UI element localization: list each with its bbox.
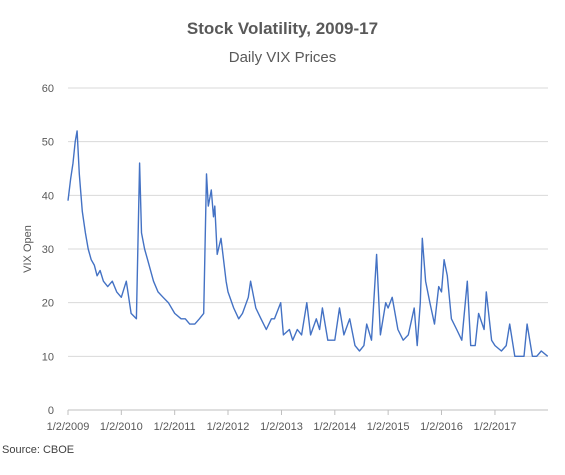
chart-title: Stock Volatility, 2009-17 xyxy=(186,19,379,38)
x-tick-label: 1/2/2010 xyxy=(100,421,143,433)
x-tick-label: 1/2/2009 xyxy=(47,421,90,433)
vix-series-line xyxy=(67,130,549,357)
x-tick-label: 1/2/2015 xyxy=(367,421,410,433)
y-tick-label: 30 xyxy=(42,244,54,256)
source-note: Source: CBOE xyxy=(2,444,75,456)
y-tick-label: 50 xyxy=(42,137,54,149)
x-tick-label: 1/2/2013 xyxy=(260,421,303,433)
y-tick-label: 0 xyxy=(48,405,54,417)
x-tick-label: 1/2/2011 xyxy=(154,421,196,433)
x-tick-label: 1/2/2017 xyxy=(474,421,517,433)
x-tick-label: 1/2/2012 xyxy=(207,421,250,433)
y-tick-label: 10 xyxy=(42,351,54,363)
y-tick-label: 20 xyxy=(42,298,54,310)
y-tick-label: 60 xyxy=(42,83,54,95)
y-axis-title: VIX Open xyxy=(22,225,34,273)
x-tick-label: 1/2/2016 xyxy=(420,421,463,433)
y-tick-label: 40 xyxy=(42,190,54,202)
chart-subtitle: Daily VIX Prices xyxy=(228,49,337,66)
x-tick-label: 1/2/2014 xyxy=(313,421,356,433)
